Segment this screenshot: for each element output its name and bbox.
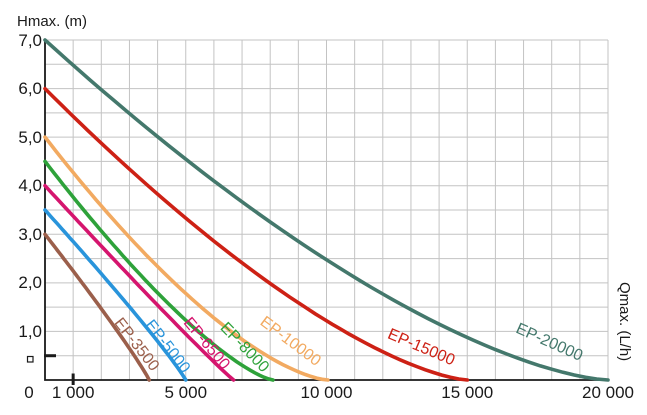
y-tick-label: 6,0 bbox=[18, 79, 42, 99]
y-tick-label: 5,0 bbox=[18, 127, 42, 147]
y-tick-label: 7,0 bbox=[18, 30, 42, 50]
curve-EP-3500 bbox=[43, 232, 151, 382]
x-tick-label: 5 000 bbox=[164, 383, 208, 402]
small-square-marker bbox=[26, 355, 34, 363]
y-tick-label: 2,0 bbox=[18, 273, 42, 293]
x-tick-label: 15 000 bbox=[441, 383, 494, 402]
x-tick-label: 1 000 bbox=[51, 383, 95, 402]
curve-EP-15000 bbox=[43, 86, 470, 382]
x-axis-title: Qmax. (L/h) bbox=[616, 282, 633, 362]
x-tick-label: 10 000 bbox=[300, 383, 353, 402]
curve-EP-5000 bbox=[43, 208, 188, 382]
x-tick-label: 0 bbox=[24, 383, 34, 402]
y-tick-label: 4,0 bbox=[18, 176, 42, 196]
y-tick-label: 3,0 bbox=[18, 224, 42, 244]
curve-EP-8000 bbox=[43, 159, 275, 382]
y-tick-label: 1,0 bbox=[18, 321, 42, 341]
y-axis-title: Hmax. (m) bbox=[17, 13, 87, 30]
axes bbox=[44, 40, 608, 381]
curve-EP-20000 bbox=[43, 38, 610, 382]
curve-EP-10000 bbox=[43, 135, 330, 382]
x-tick-label: 20 000 bbox=[582, 383, 634, 402]
curve-EP-6500 bbox=[43, 183, 236, 382]
